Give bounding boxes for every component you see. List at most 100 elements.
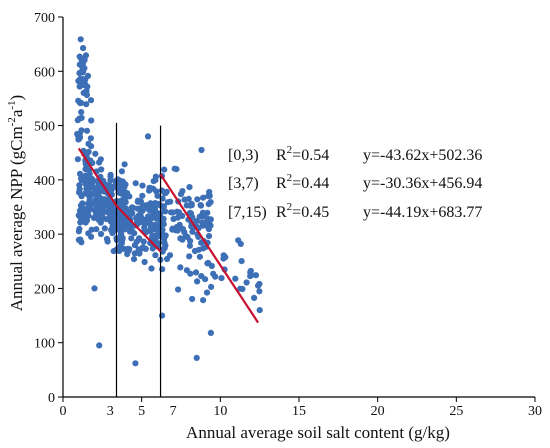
data-point [133,214,140,221]
data-point [175,286,182,293]
data-point [134,205,141,212]
data-point [141,258,148,266]
data-point [96,212,103,219]
data-point [199,209,206,216]
data-point [79,55,86,63]
data-point [126,193,133,200]
x-tick-label: 25 [449,404,463,419]
data-point [164,199,171,206]
data-point [91,285,98,292]
data-point [134,198,141,205]
data-point [76,170,84,177]
data-point [197,202,205,209]
data-point [82,172,89,179]
data-point [78,109,85,116]
data-point [83,101,90,108]
data-point [92,150,99,157]
y-tick-label: 500 [34,120,55,135]
data-point [247,267,254,275]
fit-line [159,173,260,324]
data-point [149,245,156,252]
data-point [176,209,183,216]
data-point [239,285,246,293]
data-point [118,168,125,175]
data-point [200,194,207,201]
data-point [89,159,96,167]
data-point [243,279,250,286]
data-point [120,245,128,252]
data-point [171,165,178,172]
data-point [76,83,83,90]
data-point [218,275,225,282]
data-point [97,230,105,238]
data-point [170,215,177,223]
data-point [128,235,135,242]
data-point [237,240,244,247]
range-label: [7,15) [228,204,267,221]
data-point [84,72,92,79]
data-point [139,192,146,199]
data-point [198,273,205,280]
y-tick-label: 100 [34,337,55,352]
data-point [79,213,86,221]
fit-annotation-3: [7,15) R2=0.45 y=-44.19x+683.77 [228,201,482,221]
data-point [147,200,154,207]
y-tick-label: 0 [48,391,55,406]
fit-annotation-1: [0,3) R2=0.54 y=-43.62x+502.36 [228,144,482,164]
x-axis-title: Annual average soil salt content (g/kg) [186,423,450,442]
data-point [194,196,201,203]
data-point [255,282,262,289]
data-point [91,206,98,213]
data-point [193,218,200,225]
data-point [212,273,219,280]
data-point [104,197,111,204]
y-tick-label: 600 [34,65,55,80]
fit-line [115,205,162,253]
data-point [247,273,254,280]
data-point [79,204,86,211]
data-point [198,239,205,246]
data-point [86,194,93,201]
data-point [107,215,114,222]
y-tick-label: 300 [34,228,55,243]
data-point [252,272,260,279]
data-point [118,178,125,185]
data-point [75,236,82,243]
x-tick-label: 30 [528,404,542,419]
data-point [149,232,156,240]
data-point [96,342,103,349]
data-point [163,188,170,195]
data-point [198,146,205,154]
data-point [95,182,102,189]
data-point [112,182,119,189]
fit-annotation-2: [3,7) R2=0.44 y=-30.36x+456.94 [228,172,482,192]
data-point [179,225,186,233]
data-point [159,312,166,319]
data-point [97,156,104,163]
data-point [256,307,263,314]
data-point [135,246,142,253]
data-point [146,206,153,213]
lines-layer [77,122,260,397]
data-point [153,202,160,209]
data-point [97,204,105,211]
range-label: [3,7) [228,175,259,192]
data-point [184,233,191,241]
y-tick-label: 400 [34,174,55,189]
data-point [88,233,95,240]
data-point [107,177,114,184]
data-point [199,219,206,226]
data-point [147,215,154,222]
axes-layer: 0 5 10 15 20 25 30 3 7 0 100 200 300 400 500 600 700 [34,11,542,419]
points-layer [74,36,263,367]
data-point [148,265,155,272]
data-point [189,228,196,235]
data-point [203,222,210,229]
data-point [116,189,123,196]
data-point [186,184,193,191]
data-point [86,167,93,174]
equation: y=-30.36x+456.94 [363,175,482,192]
data-point [196,253,203,260]
data-point [207,199,214,206]
